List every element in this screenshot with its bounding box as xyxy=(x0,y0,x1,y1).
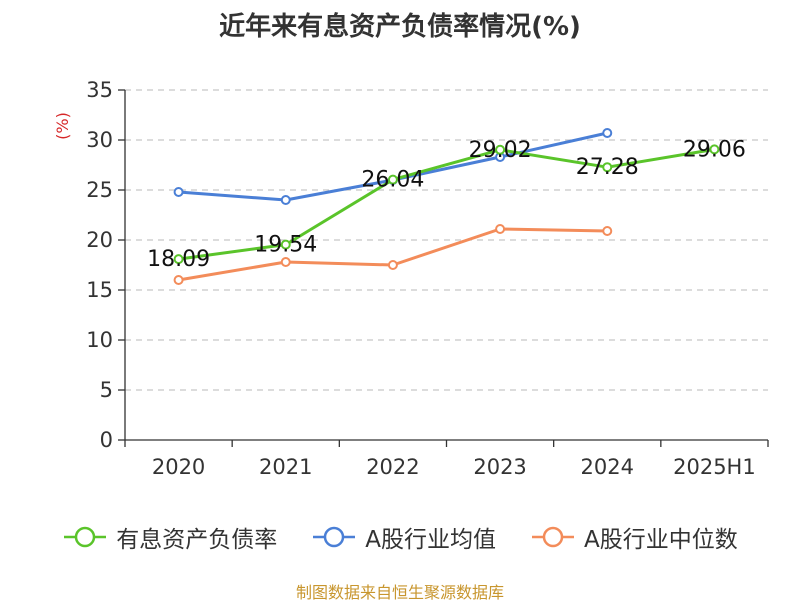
legend-item[interactable]: A股行业均值 xyxy=(311,520,496,554)
y-tick-label: 30 xyxy=(86,128,113,152)
series-line xyxy=(178,147,715,261)
data-label: 26.04 xyxy=(361,168,424,193)
data-point xyxy=(602,162,613,173)
legend-label: 有息资产负债率 xyxy=(116,527,278,553)
data-point xyxy=(602,226,613,236)
legend-item[interactable]: A股行业中位数 xyxy=(530,520,738,554)
x-tick-label: 2020 xyxy=(152,455,205,479)
y-axis-label: (%) xyxy=(53,112,72,140)
data-label: 29.06 xyxy=(683,137,746,162)
x-tick-label: 2024 xyxy=(581,455,634,479)
data-point xyxy=(709,144,720,155)
x-tick-label: 2021 xyxy=(259,455,312,479)
x-tick-label: 2022 xyxy=(366,455,419,479)
data-label: 19.54 xyxy=(254,233,317,258)
data-label: 18.09 xyxy=(147,247,210,272)
y-tick-label: 10 xyxy=(86,328,113,352)
chart-title: 近年来有息资产负债率情况(%) xyxy=(219,12,581,42)
data-point xyxy=(602,128,613,138)
data-point xyxy=(387,260,398,270)
data-label: 29.02 xyxy=(469,138,532,163)
data-point xyxy=(495,224,506,234)
data-point xyxy=(173,275,184,285)
legend-marker-icon xyxy=(313,526,356,548)
x-tick-label: 2023 xyxy=(473,455,526,479)
data-point xyxy=(495,144,506,155)
legend-label: A股行业中位数 xyxy=(584,527,738,553)
legend-marker-icon xyxy=(64,526,107,548)
y-tick-label: 25 xyxy=(86,178,113,202)
y-tick-label: 15 xyxy=(86,278,113,302)
data-source-note: 制图数据来自恒生聚源数据库 xyxy=(295,583,504,602)
y-tick-label: 20 xyxy=(86,228,113,252)
chart-legend: 有息资产负债率 A股行业均值 A股行业中位数 xyxy=(0,519,800,555)
data-point xyxy=(280,239,291,250)
legend-item[interactable]: 有息资产负债率 xyxy=(62,520,277,554)
y-tick-label: 0 xyxy=(100,428,113,452)
data-point xyxy=(173,187,184,197)
legend-label: A股行业均值 xyxy=(365,527,496,553)
y-tick-label: 35 xyxy=(86,78,113,102)
data-point xyxy=(280,195,291,205)
series-line xyxy=(178,227,608,282)
legend-marker-icon xyxy=(532,526,574,548)
x-tick-label: 2025H1 xyxy=(673,455,756,479)
data-label: 27.28 xyxy=(576,155,639,180)
data-point xyxy=(280,257,291,267)
data-point xyxy=(173,254,184,265)
data-point xyxy=(387,174,398,185)
y-tick-label: 5 xyxy=(100,378,113,402)
